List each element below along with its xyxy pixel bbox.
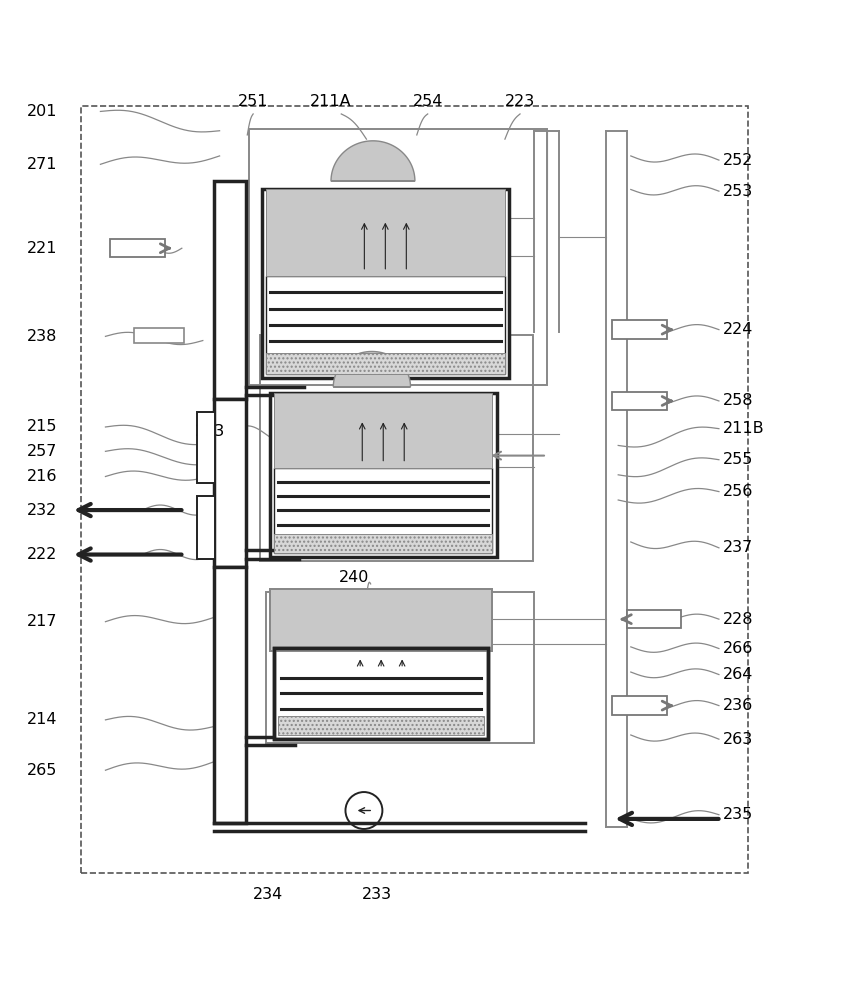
Text: 224: 224 [723, 322, 754, 337]
Polygon shape [331, 141, 415, 181]
Text: 238: 238 [27, 329, 57, 344]
Bar [270, 589, 493, 651]
Bar [274, 393, 493, 468]
Text: 237: 237 [723, 540, 754, 555]
Polygon shape [333, 351, 411, 387]
Text: 233: 233 [362, 887, 392, 902]
Text: 258: 258 [723, 393, 754, 408]
Text: 255: 255 [723, 452, 754, 467]
Text: 228: 228 [723, 612, 754, 627]
Bar [266, 276, 505, 374]
Text: 236: 236 [723, 698, 754, 713]
Bar [260, 335, 533, 561]
Text: 217: 217 [27, 614, 57, 629]
Text: 214: 214 [27, 712, 57, 727]
Bar [197, 412, 216, 483]
Text: 271: 271 [27, 157, 57, 172]
Bar [612, 392, 667, 410]
Text: 235: 235 [723, 807, 754, 822]
Bar [612, 696, 667, 715]
Text: 253: 253 [723, 184, 754, 199]
Text: 263: 263 [723, 732, 754, 747]
Text: 266: 266 [723, 641, 754, 656]
Text: 251: 251 [238, 94, 269, 109]
Bar [270, 589, 493, 651]
Bar [266, 592, 535, 743]
Bar [279, 716, 484, 735]
Text: 215: 215 [27, 419, 57, 434]
Bar [134, 328, 184, 343]
Text: 256: 256 [723, 484, 754, 499]
Bar [270, 393, 497, 557]
Text: 264: 264 [723, 667, 754, 682]
Bar [349, 609, 373, 735]
Bar [266, 353, 505, 374]
Bar [110, 239, 165, 257]
Bar [214, 181, 246, 399]
Bar [214, 567, 246, 823]
Text: 265: 265 [27, 763, 57, 778]
Text: 211B: 211B [723, 421, 765, 436]
Text: 216: 216 [27, 469, 57, 484]
Text: 234: 234 [253, 887, 284, 902]
Bar [274, 648, 488, 739]
Bar [197, 496, 216, 559]
Bar [262, 189, 509, 378]
Text: 221: 221 [27, 241, 57, 256]
Text: 222: 222 [27, 547, 57, 562]
Bar [81, 106, 749, 873]
Text: 223: 223 [505, 94, 536, 109]
Text: 240: 240 [338, 570, 369, 585]
Bar [274, 648, 488, 739]
Text: 263: 263 [195, 424, 225, 439]
Text: 252: 252 [723, 153, 754, 168]
Text: 254: 254 [413, 94, 443, 109]
Bar [214, 399, 246, 567]
Bar [626, 610, 681, 628]
Bar [274, 534, 493, 553]
Text: 232: 232 [27, 503, 56, 518]
Bar [249, 129, 547, 385]
Text: 201: 201 [27, 104, 57, 119]
Bar [612, 320, 667, 339]
Bar [266, 189, 505, 276]
Text: 211A: 211A [310, 94, 351, 109]
Text: 257: 257 [27, 444, 57, 459]
Bar [274, 468, 493, 553]
Bar [349, 395, 373, 550]
